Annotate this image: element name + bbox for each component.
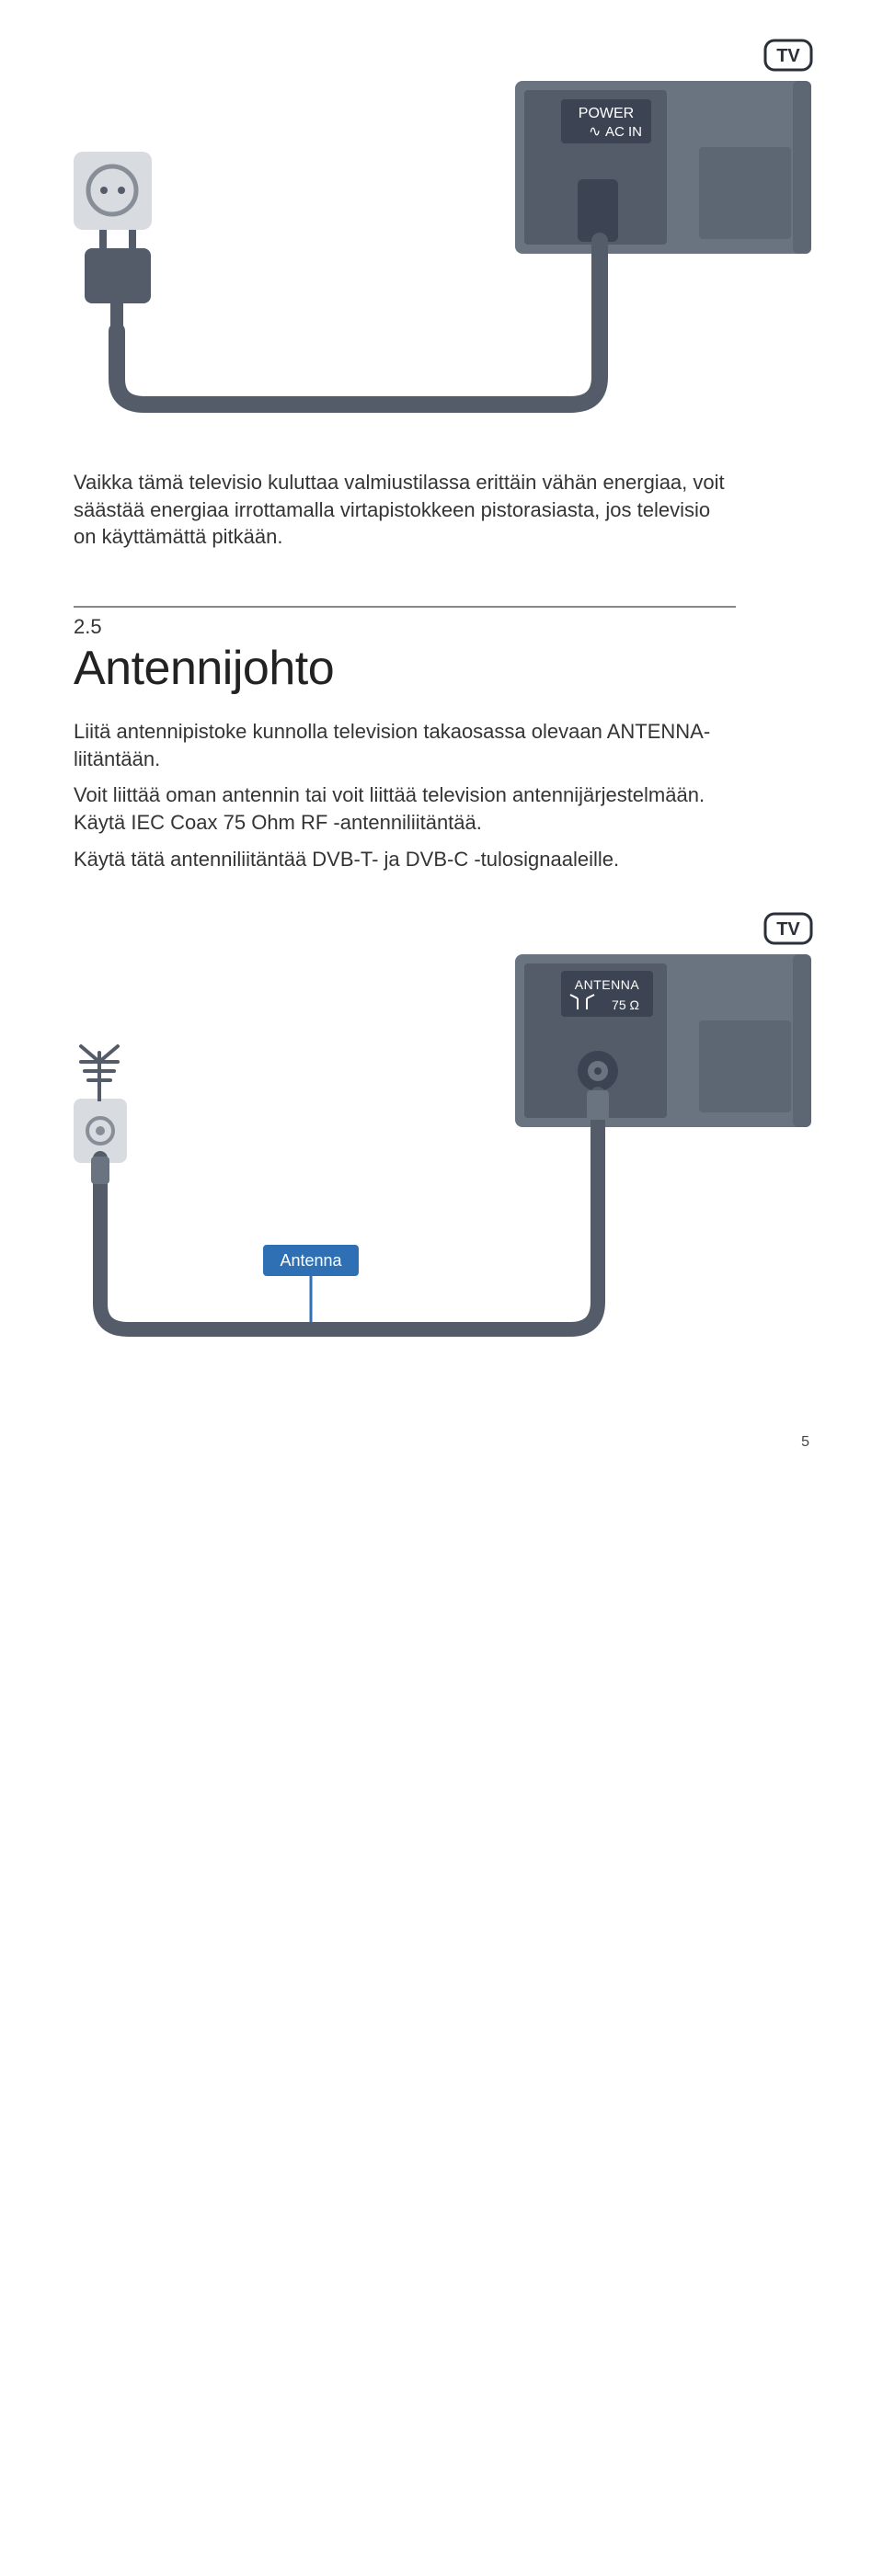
- tv-rear: POWER ∿ AC IN: [515, 81, 811, 254]
- antenna-label: ANTENNA: [575, 977, 640, 992]
- acin-label: AC IN: [605, 124, 642, 140]
- tv-badge: TV: [765, 40, 811, 70]
- power-cable: [117, 241, 600, 405]
- power-diagram-svg: TV POWER ∿ AC IN: [74, 37, 819, 423]
- page-number: 5: [74, 1397, 828, 1451]
- power-paragraph: Vaikka tämä televisio kuluttaa valmiusti…: [74, 469, 736, 551]
- section-rule: [74, 606, 736, 608]
- cable-tag: Antenna: [263, 1245, 359, 1322]
- antenna-cable: [100, 1094, 598, 1329]
- section-title: Antennijohto: [74, 641, 828, 696]
- section-number: 2.5: [74, 615, 828, 639]
- power-label: POWER: [579, 106, 634, 121]
- antenna-para-1: Liitä antennipistoke kunnolla television…: [74, 718, 736, 772]
- wall-outlet: [74, 152, 152, 333]
- antenna-para-3: Käytä tätä antenniliitäntää DVB-T- ja DV…: [74, 846, 736, 873]
- antenna-para-2: Voit liittää oman antennin tai voit liit…: [74, 781, 736, 836]
- antenna-diagram: TV ANTENNA 75 Ω: [74, 910, 828, 1351]
- power-diagram: TV POWER ∿ AC IN: [74, 37, 828, 423]
- antenna-icon: [81, 1046, 118, 1094]
- tv-rear-2: ANTENNA 75 Ω: [515, 954, 811, 1127]
- tv-badge-2: TV: [765, 914, 811, 943]
- tv-badge-text-2: TV: [776, 919, 800, 940]
- cable-tag-text: Antenna: [280, 1251, 342, 1270]
- ohm-label: 75 Ω: [612, 997, 639, 1012]
- ac-symbol: ∿: [589, 124, 601, 140]
- antenna-diagram-svg: TV ANTENNA 75 Ω: [74, 910, 819, 1351]
- tv-badge-text: TV: [776, 46, 800, 66]
